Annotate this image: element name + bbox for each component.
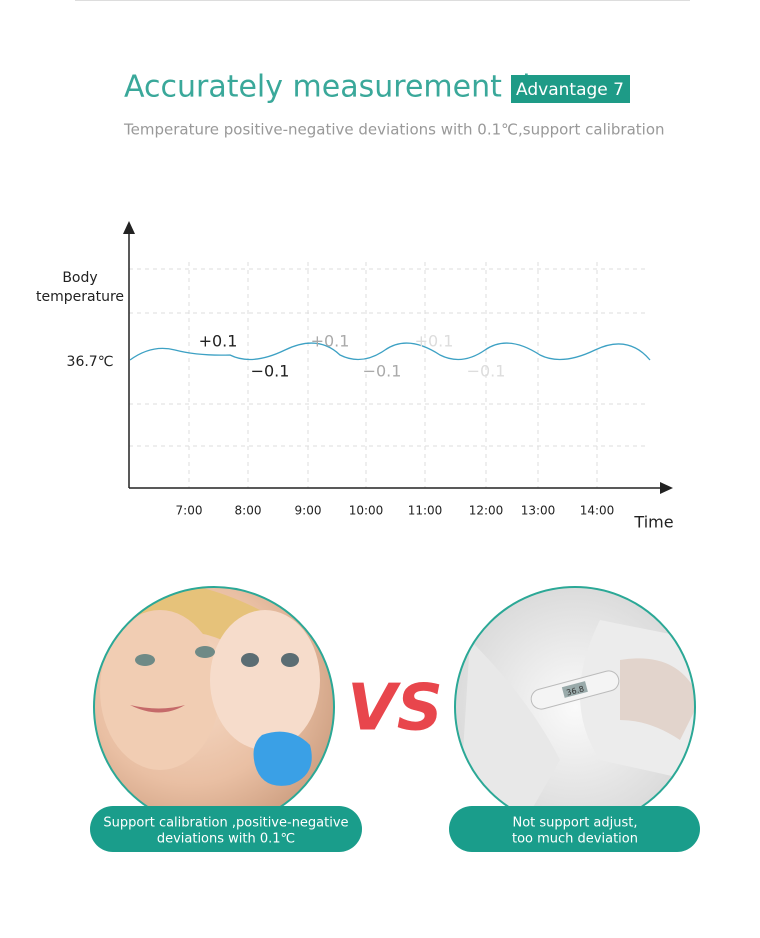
thermometer-display: 36.8 <box>565 684 585 697</box>
deviation-label: +0.1 <box>311 332 350 351</box>
x-tick-label: 8:00 <box>235 504 262 518</box>
left-caption: Support calibration ,positive-negative <box>103 816 348 831</box>
y-label: Body <box>62 270 97 286</box>
subtitle: Temperature positive-negative deviations… <box>123 121 665 139</box>
baseline-label: 36.7℃ <box>67 354 114 370</box>
x-tick-label: 11:00 <box>408 504 443 518</box>
title: Accurately measurement data <box>124 70 579 105</box>
diagram: Body temperature 36.7℃ Time +0.1 −0.1 +0.1… <box>36 221 674 532</box>
right-caption: too much deviation <box>512 832 638 847</box>
x-tick-label: 12:00 <box>469 504 504 518</box>
left-photo <box>93 586 335 828</box>
x-tick-label: 13:00 <box>521 504 556 518</box>
badge: Advantage 7 <box>516 80 624 100</box>
x-arrow <box>660 482 673 494</box>
temperature-wave <box>129 342 651 361</box>
right-caption: Not support adjust, <box>512 816 637 831</box>
y-arrow <box>123 221 135 234</box>
y-label: temperature <box>36 289 124 305</box>
deviation-label: +0.1 <box>415 332 454 351</box>
x-tick-label: 10:00 <box>349 504 384 518</box>
x-tick-label: 9:00 <box>295 504 322 518</box>
left-caption: deviations with 0.1℃ <box>157 832 295 847</box>
deviation-label: +0.1 <box>199 332 238 351</box>
deviation-label: −0.1 <box>251 362 290 381</box>
right-photo: 36.8 <box>454 586 696 828</box>
deviation-label: −0.1 <box>467 362 506 381</box>
x-label: Time <box>633 513 673 532</box>
left-pill <box>90 806 362 852</box>
deviation-label: −0.1 <box>363 362 402 381</box>
x-tick-label: 14:00 <box>580 504 615 518</box>
x-tick-label: 7:00 <box>176 504 203 518</box>
right-pill <box>449 806 700 852</box>
badge-bg <box>511 75 630 103</box>
vs: VS <box>347 672 443 746</box>
